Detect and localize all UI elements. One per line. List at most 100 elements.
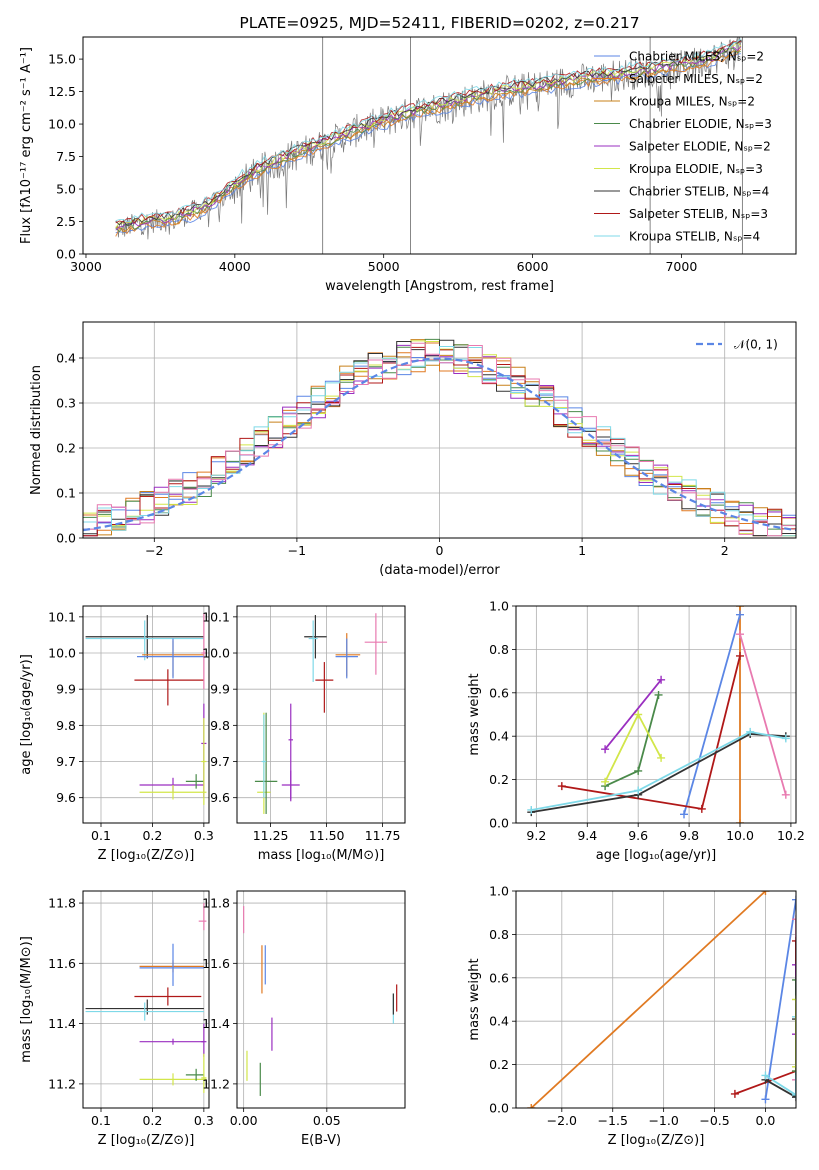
- weight-marker: [781, 734, 790, 743]
- y-axis-label: mass weight: [467, 673, 482, 755]
- y-tick-label: 10.0: [48, 117, 76, 132]
- weight-marker: [634, 786, 643, 795]
- legend-label-salpeter-elodie: Salpeter ELODIE, Nₛₚ=2: [629, 140, 771, 154]
- y-tick-label: 0.0: [56, 531, 76, 546]
- x-axis-label: Z [log₁₀(Z/Z⊙)]: [608, 1133, 705, 1148]
- weight-vs-Z-axes: −2.0 −1.5 −1.0 −0.5 0.0 0.0 0.2 0.4 0.6 0.8 1.0 Z […: [467, 884, 796, 1148]
- weight-marker: [657, 753, 666, 762]
- y-tick-label: 11.2: [48, 1076, 76, 1091]
- x-axis-label: mass [log₁₀(M/M⊙)]: [258, 848, 385, 863]
- errorbar-point: [201, 613, 207, 690]
- weight-marker: [792, 936, 796, 945]
- y-tick-label: 11.2: [202, 1076, 230, 1091]
- weight-marker: [736, 630, 744, 639]
- y-tick-label: 2.5: [56, 214, 76, 229]
- weight-vs-Z-data: [527, 891, 796, 1108]
- y-tick-label: 0.0: [489, 1101, 509, 1116]
- model-line-chabrier-stelib: [115, 39, 742, 226]
- residuals-frame: [82, 321, 797, 539]
- x-tick-label: 10.2: [777, 828, 805, 843]
- x-tick-label: 11.25: [253, 828, 289, 843]
- weight-marker: [792, 995, 796, 1004]
- errorbar-point: [201, 1053, 207, 1093]
- x-tick-label: 6000: [517, 259, 549, 274]
- errorbar-point: [281, 770, 300, 800]
- y-tick-label: 0.2: [489, 772, 509, 787]
- x-axis-label: (data-model)/error: [379, 563, 500, 578]
- weight-marker: [527, 805, 536, 814]
- y-axis-label: age [log₁₀(age/yr)]: [19, 654, 34, 775]
- legend-label-chabrier-stelib: Chabrier STELIB, Nₛₚ=4: [629, 185, 769, 199]
- weight-marker: [746, 727, 755, 736]
- errorbar-point: [201, 1023, 207, 1057]
- errorbar-point: [254, 712, 278, 814]
- weight-series-salpeter-elodie: [601, 675, 666, 754]
- weight-marker: [730, 1089, 739, 1098]
- x-tick-label: 0.0: [756, 1113, 776, 1128]
- y-tick-label: 0.4: [489, 729, 509, 744]
- mass-vs-ebv-data: [243, 906, 398, 1096]
- model-line-kroupa-miles: [115, 45, 742, 233]
- x-tick-label: 0.1: [91, 828, 111, 843]
- errorbar-point: [308, 620, 318, 682]
- weight-line: [764, 899, 796, 1100]
- errorbar-point: [185, 1068, 204, 1081]
- errorbar-point: [137, 638, 204, 679]
- mass-vs-ebv-axes: 0.00 0.05 11.2 11.4 11.6 11.8 E(B-V): [202, 891, 405, 1148]
- age-vs-mass-axes: 11.25 11.50 11.75 9.6 9.7 9.8 9.9 10.0 10.1 mass …: [202, 606, 405, 863]
- weight-marker: [601, 777, 610, 786]
- y-tick-label: 9.9: [210, 682, 230, 697]
- y-tick-label: 9.7: [210, 754, 230, 769]
- model-line-salpeter-miles: [115, 48, 742, 237]
- residuals-legend: 𝒩(0, 1): [696, 338, 778, 352]
- weight-marker: [657, 675, 666, 684]
- x-tick-label: 2: [721, 543, 729, 558]
- weight-marker: [761, 891, 770, 895]
- x-tick-label: −1.5: [598, 1113, 628, 1128]
- errorbar-point: [139, 1038, 204, 1045]
- y-tick-label: 0.2: [489, 1057, 509, 1072]
- x-tick-label: −1: [288, 543, 306, 558]
- weight-marker: [634, 710, 643, 719]
- y-tick-label: 0.0: [56, 247, 76, 262]
- legend-label-normal: 𝒩(0, 1): [734, 338, 778, 352]
- y-tick-label: 10.0: [202, 646, 230, 661]
- weight-series-kroupa-elodie: [792, 995, 796, 1071]
- errorbar-point: [198, 903, 207, 931]
- model-line-chabrier-miles: [115, 52, 741, 234]
- y-tick-label: 11.4: [48, 1016, 76, 1031]
- weight-marker: [792, 1012, 796, 1021]
- legend-label-salpeter-stelib: Salpeter STELIB, Nₛₚ=3: [629, 207, 768, 221]
- y-tick-label: 15.0: [48, 52, 76, 67]
- y-tick-label: 12.5: [48, 84, 76, 99]
- x-tick-label: 0: [436, 543, 444, 558]
- errorbar-point: [139, 777, 204, 793]
- y-tick-label: 1.0: [489, 599, 509, 614]
- weight-vs-age-data: [527, 606, 790, 823]
- weight-marker: [654, 690, 663, 699]
- weight-marker: [792, 1030, 796, 1039]
- residuals-data: [83, 338, 796, 538]
- x-tick-label: 11.50: [309, 828, 345, 843]
- y-tick-label: 0.8: [489, 642, 509, 657]
- weight-series-kroupa-stelib: [761, 1012, 796, 1099]
- weight-line: [561, 655, 741, 810]
- x-tick-label: 0.00: [230, 1113, 258, 1128]
- y-tick-label: 7.5: [56, 149, 76, 164]
- y-tick-label: 0.6: [489, 685, 509, 700]
- errorbar-point: [201, 718, 207, 805]
- weight-marker: [792, 975, 796, 984]
- weight-marker: [792, 1090, 796, 1099]
- errorbar-point: [335, 638, 358, 679]
- y-tick-label: 0.0: [489, 816, 509, 831]
- x-tick-label: 0.3: [194, 828, 214, 843]
- weight-series-chabrier-elodie: [792, 975, 796, 1076]
- weight-marker: [792, 895, 796, 904]
- legend-label-kroupa-stelib: Kroupa STELIB, Nₛₚ=4: [629, 230, 760, 244]
- weight-series-kroupa-elodie: [601, 710, 666, 786]
- weight-series-pink: [736, 630, 790, 799]
- weight-line: [683, 614, 741, 815]
- y-tick-label: 10.1: [48, 609, 76, 624]
- x-tick-label: 11.75: [365, 828, 401, 843]
- x-tick-label: 0.2: [142, 1113, 162, 1128]
